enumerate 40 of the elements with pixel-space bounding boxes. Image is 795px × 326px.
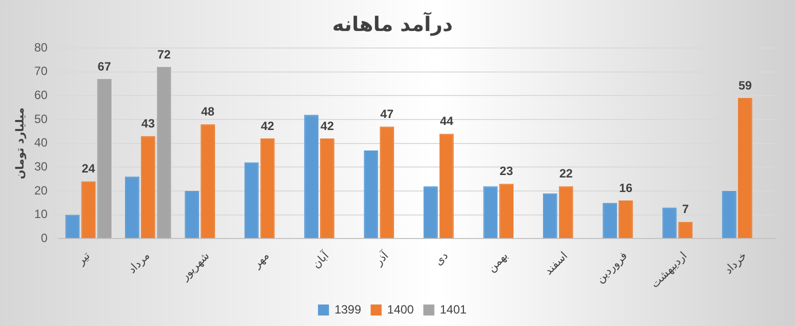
x-tick-label: آذر xyxy=(371,248,392,269)
data-label: 59 xyxy=(738,78,752,92)
y-tick-label: 50 xyxy=(34,112,48,126)
x-tick-label: تیر xyxy=(74,249,93,268)
y-tick-label: 60 xyxy=(34,88,48,102)
y-tick-label: 20 xyxy=(34,183,48,198)
legend-label: 1400 xyxy=(387,302,414,316)
y-axis-title: میلیارد تومان xyxy=(13,108,26,180)
data-label: 72 xyxy=(157,47,172,62)
data-label: 22 xyxy=(559,166,574,181)
x-tick-label: آبان xyxy=(309,248,332,271)
y-tick-label: 80 xyxy=(34,40,48,54)
data-label: 67 xyxy=(98,59,112,74)
legend-label: 1399 xyxy=(334,302,362,316)
y-tick-label: 70 xyxy=(34,64,48,78)
data-label: 16 xyxy=(619,180,633,195)
data-label: 23 xyxy=(500,164,514,178)
x-tick-label: دی xyxy=(432,249,451,268)
y-tick-label: 40 xyxy=(34,136,48,150)
y-tick-label: 10 xyxy=(34,207,48,222)
x-tick-label: مهر xyxy=(250,249,272,272)
data-label: 44 xyxy=(440,114,454,128)
data-label: 48 xyxy=(201,104,215,119)
x-tick-label: خرداد xyxy=(722,249,750,277)
x-tick-label: فروردین xyxy=(594,249,630,286)
data-label: 24 xyxy=(82,162,96,176)
x-tick-label: بهمن xyxy=(485,249,510,275)
y-tick-label: 30 xyxy=(34,159,48,174)
data-label: 43 xyxy=(141,116,156,130)
data-label: 7 xyxy=(682,202,690,216)
data-label: 47 xyxy=(380,106,394,121)
x-tick-label: اسفند xyxy=(542,249,570,278)
y-tick-label: 0 xyxy=(40,230,48,245)
x-tick-label: شهریور xyxy=(178,249,212,284)
data-label: 42 xyxy=(320,118,334,133)
data-label: 42 xyxy=(260,118,275,133)
chart-title: درآمد ماهانه xyxy=(332,11,453,36)
x-tick-label: اردیبهشت xyxy=(648,249,690,290)
x-tick-label: مرداد xyxy=(126,249,152,276)
legend-label: 1401 xyxy=(440,302,467,316)
